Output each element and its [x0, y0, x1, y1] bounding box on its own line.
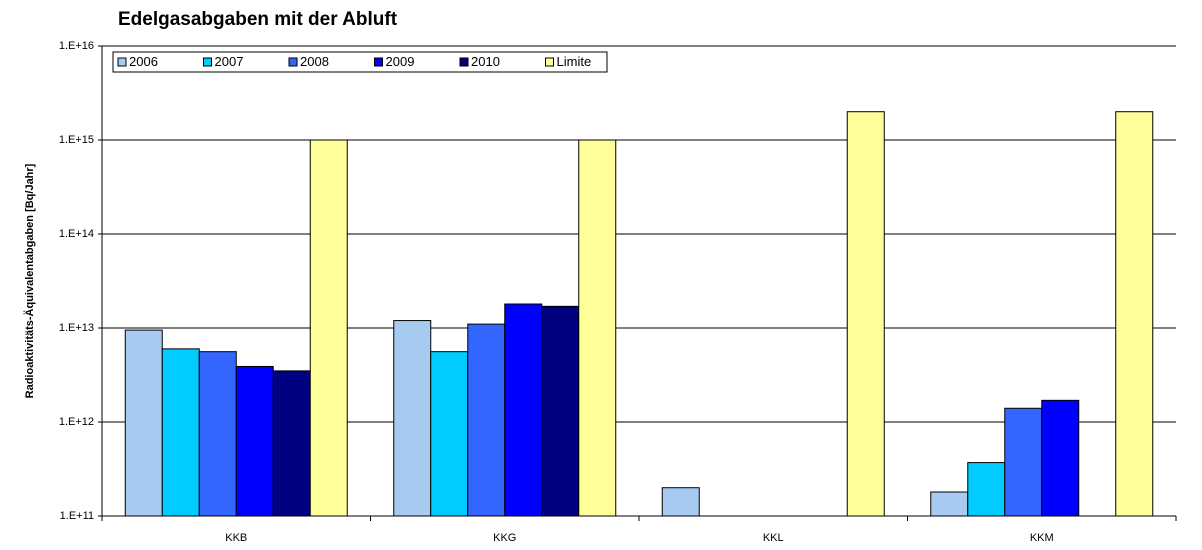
bar [124, 329, 163, 517]
bar [930, 491, 969, 517]
bar [161, 348, 200, 517]
bar [967, 462, 1006, 517]
x-tick-label: KKL [763, 532, 784, 544]
x-tick-label: KKG [493, 532, 516, 544]
bar [1041, 399, 1080, 517]
y-tick-label: 1.E+14 [59, 228, 94, 240]
legend-swatch [203, 57, 212, 67]
bar [272, 370, 311, 517]
chart-title: Edelgasabgaben mit der Abluft [118, 9, 398, 30]
legend-swatch [459, 57, 469, 67]
legend-label: 2010 [471, 54, 500, 69]
bar [541, 305, 580, 517]
legend-swatch [545, 57, 554, 67]
bar [393, 320, 432, 517]
y-tick-label: 1.E+11 [60, 510, 94, 522]
y-tick-label: 1.E+15 [59, 134, 94, 146]
x-tick-label: KKB [225, 532, 247, 544]
bar [467, 323, 506, 517]
legend-label: 2008 [300, 54, 329, 69]
legend-box [112, 51, 608, 73]
y-axis-label: Radioaktivitäts-Äquivalentabgaben [Bq/Ja… [23, 163, 36, 398]
bar [578, 139, 617, 517]
bar [504, 303, 543, 517]
bar [661, 487, 700, 517]
legend-label: 2006 [129, 54, 158, 69]
legend-label: Limite [557, 54, 592, 69]
y-tick-label: 1.E+16 [59, 40, 94, 52]
bar [846, 111, 885, 517]
legend-swatch [288, 57, 298, 67]
bar [198, 351, 237, 517]
legend-label: 2007 [215, 54, 244, 69]
legend-label: 2009 [386, 54, 415, 69]
legend-swatch [117, 57, 127, 67]
x-tick-label: KKM [1030, 532, 1054, 544]
y-tick-label: 1.E+12 [59, 416, 94, 428]
legend-swatch [374, 57, 383, 67]
bar [1004, 407, 1043, 517]
bar [1115, 111, 1154, 517]
bar [430, 351, 469, 517]
bar [309, 139, 348, 517]
y-tick-label: 1.E+13 [59, 322, 94, 334]
bar [235, 365, 274, 517]
